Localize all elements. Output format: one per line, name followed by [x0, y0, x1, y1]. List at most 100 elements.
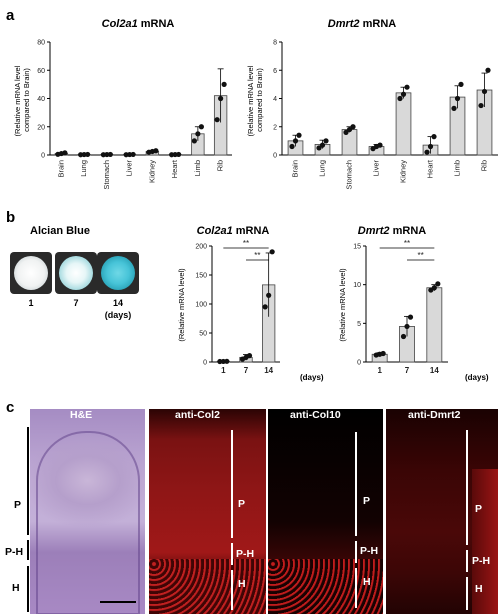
chart-a1-xlabel-7: Rib — [216, 160, 225, 171]
chart-b2-sig-label-1: ** — [418, 251, 424, 260]
he-zone-line-h — [27, 566, 29, 612]
he-zone-ph: P-H — [5, 546, 24, 558]
chart-a2-xlabel-3: Liver — [372, 160, 381, 177]
chart-b1-suffix: mRNA — [233, 225, 270, 237]
col2-zone-p: P — [238, 498, 246, 510]
chart-b1-gene: Col2a1 — [197, 225, 233, 237]
chart-b1-ylabel: (Relative mRNA level) — [177, 268, 186, 342]
panel-label-c: c — [6, 399, 14, 416]
chart-a2-point-3-2 — [377, 142, 383, 148]
chart-a2-point-6-1 — [454, 95, 461, 102]
chart-a2-point-5-1 — [427, 143, 434, 150]
dmrt2-title: anti-Dmrt2 — [408, 409, 461, 421]
chart-b1-point-2-1 — [266, 292, 272, 298]
col10-zone-line-p — [355, 432, 357, 536]
histology-dmrt2-panel: anti-Dmrt2 — [386, 409, 498, 614]
chart-a2-gene: Dmrt2 — [328, 18, 360, 30]
chart-a1-ylabel: (Relative mRNA level compared to Brain) — [13, 64, 31, 137]
chart-b1-sig-label-1: ** — [254, 251, 260, 260]
chart-b2-xlabel-0: 1 — [377, 366, 382, 375]
chart-a1-gene: Col2a1 — [102, 18, 138, 30]
he-scale-bar — [100, 601, 136, 603]
dmrt2-zone-line-ph — [466, 550, 468, 572]
chart-b1-ytick-label-0: 0 — [203, 360, 207, 367]
chart-a2-ylabel-line1: (Relative mRNA level — [246, 65, 255, 136]
chart-b2-point-2-1 — [431, 285, 437, 291]
chart-a2-xlabel-4: Kidney — [399, 160, 408, 183]
chart-a2-point-6-2 — [458, 81, 464, 87]
col2-title: anti-Col2 — [175, 409, 220, 421]
chart-b2-bar-2 — [426, 287, 443, 363]
chart-a2-point-7-2 — [485, 67, 491, 73]
col10-title: anti-Col10 — [290, 409, 341, 421]
chart-a1-point-4-2 — [153, 148, 159, 154]
chart-a2-point-6-0 — [451, 105, 457, 111]
chart-a1-point-6-0 — [191, 138, 197, 144]
col10-zone-p: P — [363, 495, 371, 507]
dish-well-day1 — [14, 256, 48, 290]
panel-label-a: a — [6, 7, 15, 24]
chart-a1-point-6-1 — [195, 131, 201, 137]
chart-a1-point-3-2 — [130, 151, 136, 158]
chart-a2-point-4-0 — [397, 95, 403, 102]
chart-b2-gene: Dmrt2 — [358, 225, 390, 237]
chart-b2-xlabel-1: 7 — [405, 366, 410, 375]
chart-b2-point-2-2 — [435, 281, 441, 287]
he-zone-line-ph — [27, 540, 29, 560]
chart-a2-point-0-0 — [289, 143, 295, 150]
chart-a2-ylabel: (Relative mRNA level compared to Brain) — [246, 64, 264, 137]
chart-a1-xlabel-4: Kidney — [147, 160, 156, 183]
chart-b2-ytick-label-1: 5 — [357, 321, 361, 328]
chart-a2-point-1-0 — [316, 145, 322, 151]
chart-b1-xlabel-1: 7 — [244, 366, 249, 375]
chart-a2-ytick-label-1: 2 — [273, 124, 277, 131]
chart-b2-point-1-0 — [400, 333, 407, 340]
col10-zone-ph: P-H — [360, 545, 379, 557]
chart-b2-ytick-label-3: 15 — [353, 244, 361, 251]
chart-a2-point-5-0 — [424, 149, 430, 155]
chart-b1-xlabel-0: 1 — [221, 366, 226, 375]
alcian-blue-title: Alcian Blue — [30, 225, 90, 237]
dmrt2-zone-ph: P-H — [472, 555, 491, 567]
chart-b1-ytick-label-1: 50 — [199, 331, 207, 338]
chart-b1-ytick-label-3: 150 — [195, 273, 207, 280]
chart-b1-days-label: (days) — [300, 373, 324, 382]
alcian-dish-day1 — [10, 252, 52, 294]
col2-zone-ph: P-H — [236, 548, 255, 560]
chart-a2-suffix: mRNA — [360, 18, 397, 30]
alcian-dish-day14 — [97, 252, 139, 294]
col10-zone-h: H — [363, 576, 371, 588]
chart-b2-days-label: (days) — [465, 373, 489, 382]
chart-a1-point-5-2 — [176, 151, 182, 158]
dish-well-day7 — [59, 256, 93, 290]
chart-b2-ytick-label-0: 0 — [357, 360, 361, 367]
dmrt2-perichondrium — [472, 469, 498, 614]
chart-b2-ylabel: (Relative mRNA level) — [338, 268, 347, 342]
chart-a2-xlabel-2: Stomach — [345, 160, 354, 190]
dmrt2-zone-line-h — [466, 577, 468, 610]
dish-unit: (days) — [105, 310, 132, 320]
chart-a2-point-0-2 — [296, 132, 302, 138]
he-tissue-border — [36, 431, 140, 614]
chart-a2-xlabel-0: Brain — [291, 160, 300, 178]
chart-b1-point-1-2 — [246, 353, 253, 359]
col10-zone-line-ph — [355, 541, 357, 563]
chart-a1-ytick-label-1: 20 — [37, 124, 45, 131]
chart-a2-xlabel-5: Heart — [426, 159, 435, 178]
chart-a1-xlabel-2: Stomach — [102, 160, 111, 190]
dish-label-14: 14 — [113, 298, 123, 308]
chart-a1-point-1-2 — [85, 151, 91, 158]
panel-label-b: b — [6, 209, 15, 226]
chart-b2-point-1-1 — [404, 323, 410, 330]
chart-a2-ytick-label-0: 0 — [273, 153, 277, 160]
chart-a2-point-5-2 — [431, 134, 437, 140]
chart-a2-ytick-label-2: 4 — [273, 96, 277, 103]
chart-b1-point-2-2 — [269, 249, 275, 255]
chart-a1-point-2-2 — [107, 151, 113, 158]
dmrt2-zone-h: H — [475, 583, 483, 595]
chart-b2-xlabel-2: 14 — [430, 366, 439, 375]
histology-he-panel: H&E — [30, 409, 145, 614]
chart-a2-point-7-1 — [481, 88, 488, 95]
dmrt2-zone-p: P — [475, 503, 483, 515]
